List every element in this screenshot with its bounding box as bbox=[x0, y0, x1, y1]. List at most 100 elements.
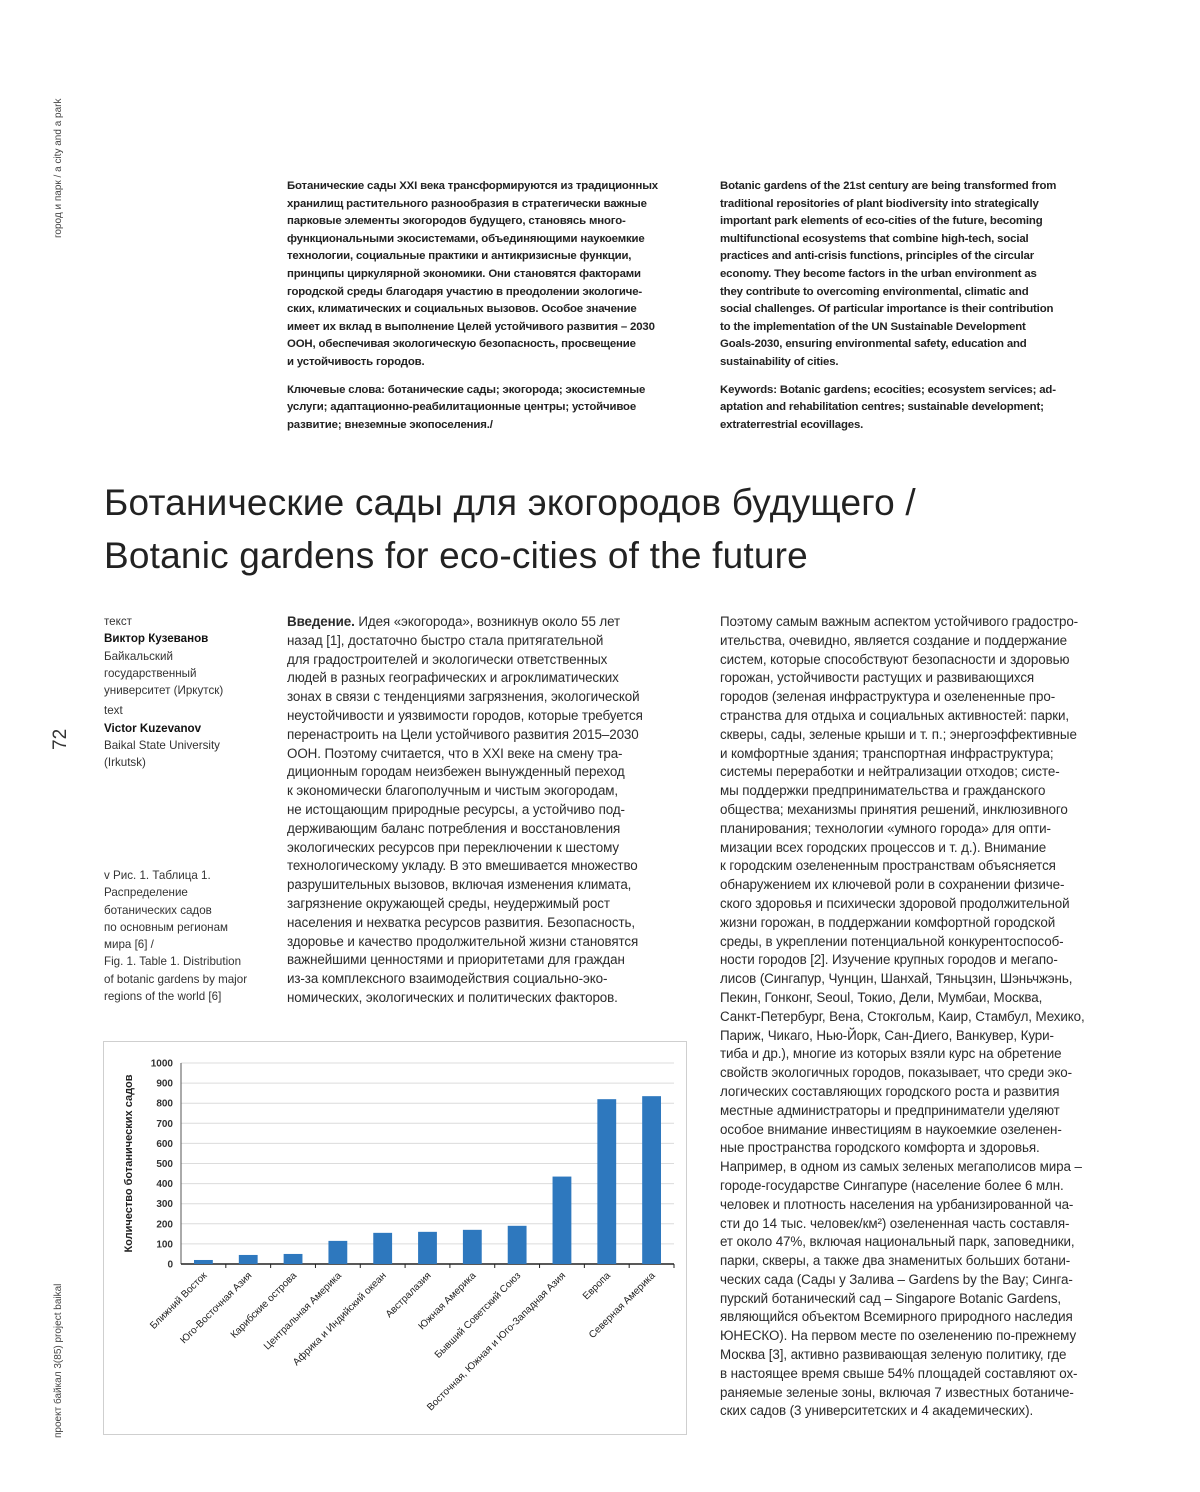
body-line: скверы, сады, зеленые крыши и т. п.; эне… bbox=[720, 726, 1085, 745]
bar-chart: 01002003004005006007008009001000Ближний … bbox=[104, 1042, 688, 1436]
x-tick-label: Европа bbox=[581, 1270, 613, 1302]
intro-first-line: Идея «экогорода», возникнув около 55 лет bbox=[355, 614, 620, 629]
bar bbox=[553, 1177, 572, 1264]
caption-line: ботанических садов bbox=[104, 902, 247, 919]
body-line: ских садов (3 университетских и 4 академ… bbox=[720, 1402, 1085, 1421]
keywords-ru: Ключевые слова: ботанические сады; экого… bbox=[287, 382, 658, 435]
y-tick-label: 800 bbox=[156, 1099, 173, 1110]
abstract-line: traditional repositories of plant biodiv… bbox=[720, 196, 1056, 214]
abstract-en: Botanic gardens of the 21st century are … bbox=[720, 178, 1056, 434]
abstract-line: multifunctional ecosystems that combine … bbox=[720, 231, 1056, 249]
abstract-line: функциональными экосистемами, объединяющ… bbox=[287, 231, 658, 249]
body-line: для градостроителей и экологически ответ… bbox=[287, 651, 643, 670]
y-tick-label: 500 bbox=[156, 1159, 173, 1170]
author-label-ru: текст bbox=[104, 613, 223, 630]
y-tick-label: 1000 bbox=[151, 1059, 174, 1070]
figure-caption: v Рис. 1. Таблица 1.Распределениеботанич… bbox=[104, 867, 247, 1005]
y-tick-label: 700 bbox=[156, 1119, 173, 1130]
body-line: разрушительных вызовов, включая изменени… bbox=[287, 876, 643, 895]
abstract-line: they contribute to overcoming environmen… bbox=[720, 284, 1056, 302]
body-line: зонах в связи с тенденциями загрязнения,… bbox=[287, 688, 643, 707]
keywords-line: Ключевые слова: ботанические сады; экого… bbox=[287, 382, 658, 400]
abstract-line: Botanic gardens of the 21st century are … bbox=[720, 178, 1056, 196]
body-line: тиба и др.), многие из которых взяли кур… bbox=[720, 1045, 1085, 1064]
page-number: 72 bbox=[50, 729, 72, 750]
article-title: Ботанические сады для экогородов будущег… bbox=[104, 476, 916, 582]
author-affiliation: Байкальский bbox=[104, 648, 223, 665]
abstract-line: городской среды благодаря участию в прео… bbox=[287, 284, 658, 302]
x-tick-label: Бывший Советский Союз bbox=[433, 1270, 524, 1361]
body-line: Москва [3], активно развивающая зеленую … bbox=[720, 1346, 1085, 1365]
body-line: ет около 47%, включая национальный парк,… bbox=[720, 1233, 1085, 1252]
body-line: номических, экологических и политических… bbox=[287, 989, 643, 1008]
abstract-line: и устойчивость городов. bbox=[287, 354, 658, 372]
title-en: Botanic gardens for eco-cities of the fu… bbox=[104, 529, 916, 582]
caption-line: v Рис. 1. Таблица 1. bbox=[104, 867, 247, 884]
body-line: жизни горожан, в поддержании комфортной … bbox=[720, 914, 1085, 933]
abstract-line: practices and anti-crisis functions, pri… bbox=[720, 248, 1056, 266]
abstract-line: хранилищ растительного разнообразия в ст… bbox=[287, 196, 658, 214]
body-line: Поэтому самым важным аспектом устойчивог… bbox=[720, 613, 1085, 632]
y-tick-label: 600 bbox=[156, 1139, 173, 1150]
body-line: ности городов [2]. Изучение крупных горо… bbox=[720, 951, 1085, 970]
abstract-line: принципы циркулярной экономики. Они стан… bbox=[287, 266, 658, 284]
abstract-line: Ботанические сады XXI века трансформирую… bbox=[287, 178, 658, 196]
body-line: пурский ботанический сад – Singapore Bot… bbox=[720, 1290, 1085, 1309]
body-line: ительства, очевидно, является создание и… bbox=[720, 632, 1085, 651]
bar bbox=[284, 1254, 303, 1264]
y-tick-label: 900 bbox=[156, 1079, 173, 1090]
author-block: текст Виктор Кузеванов Байкальскийгосуда… bbox=[104, 613, 223, 772]
body-line: ООН. Поэтому считается, что в XXI веке н… bbox=[287, 745, 643, 764]
body-line: экологических ресурсов при переключении … bbox=[287, 839, 643, 858]
body-line: городов (зеленая инфраструктура и озелен… bbox=[720, 688, 1085, 707]
body-line: являющийся объектом Всемирного природног… bbox=[720, 1308, 1085, 1327]
abstract-line: to the implementation of the UN Sustaina… bbox=[720, 319, 1056, 337]
body-line: Пекин, Гонконг, Seoul, Токио, Дели, Мумб… bbox=[720, 989, 1085, 1008]
body-line: горожан, устойчивости растущих и развива… bbox=[720, 669, 1085, 688]
abstract-ru: Ботанические сады XXI века трансформирую… bbox=[287, 178, 658, 434]
journal-footer: проект байкал 3(85) project baikal bbox=[53, 1284, 64, 1438]
body-line: ского здоровья и психически здоровой про… bbox=[720, 895, 1085, 914]
body-line: диционным городам неизбежен вынужденный … bbox=[287, 763, 643, 782]
abstract-line: Goals-2030, ensuring environmental safet… bbox=[720, 336, 1056, 354]
caption-line: regions of the world [6] bbox=[104, 988, 247, 1005]
y-tick-label: 0 bbox=[167, 1260, 173, 1271]
keywords-en: Keywords: Botanic gardens; ecocities; ec… bbox=[720, 382, 1056, 435]
bar bbox=[373, 1233, 392, 1264]
body-line: в настоящее время свыше 54% площадей сос… bbox=[720, 1365, 1085, 1384]
abstract-line: sustainability of cities. bbox=[720, 354, 1056, 372]
body-line: систем, которые способствуют безопасност… bbox=[720, 651, 1085, 670]
body-line: к городским озелененным пространствам об… bbox=[720, 857, 1085, 876]
body-line: местные администраторы и предприниматели… bbox=[720, 1102, 1085, 1121]
bar bbox=[508, 1226, 527, 1264]
body-line: логических составляющих городского роста… bbox=[720, 1083, 1085, 1102]
abstract-line: технологии, социальные практики и антикр… bbox=[287, 248, 658, 266]
section-label: город и парк / a city and a park bbox=[53, 99, 64, 239]
y-tick-label: 300 bbox=[156, 1199, 173, 1210]
abstract-line: парковые элементы экогородов будущего, с… bbox=[287, 213, 658, 231]
body-line: Париж, Чикаго, Нью-Йорк, Сан-Диего, Ванк… bbox=[720, 1027, 1085, 1046]
body-line: среды, в укреплении потенциальной конкур… bbox=[720, 933, 1085, 952]
body-line: человек и плотность населения на урбаниз… bbox=[720, 1196, 1085, 1215]
body-line: Санкт-Петербург, Вена, Стокгольм, Каир, … bbox=[720, 1008, 1085, 1027]
body-line: общества; механизмы принятия решений, ин… bbox=[720, 801, 1085, 820]
caption-line: мира [6] / bbox=[104, 936, 247, 953]
author-name-en: Victor Kuzevanov bbox=[104, 720, 223, 737]
body-column-2: Поэтому самым важным аспектом устойчивог… bbox=[720, 613, 1085, 1421]
body-line: неустойчивости и уязвимости городов, кот… bbox=[287, 707, 643, 726]
abstract-line: ских, климатических и социальных вызовов… bbox=[287, 301, 658, 319]
bar bbox=[642, 1096, 661, 1264]
y-tick-label: 400 bbox=[156, 1179, 173, 1190]
body-line: здоровье и качество продолжительной жизн… bbox=[287, 933, 643, 952]
body-line: загрязнение окружающей среды, неудержимы… bbox=[287, 895, 643, 914]
bar bbox=[194, 1260, 213, 1264]
body-line: обнаружением их ключевой роли в сохранен… bbox=[720, 876, 1085, 895]
body-line: планирования; технологии «умного города»… bbox=[720, 820, 1085, 839]
keywords-line: развитие; внеземные экопоселения./ bbox=[287, 417, 658, 435]
caption-line: Fig. 1. Table 1. Distribution bbox=[104, 953, 247, 970]
body-line: системы переработки и нейтрализации отхо… bbox=[720, 763, 1085, 782]
body-line: ные пространства городского комфорта и з… bbox=[720, 1139, 1085, 1158]
body-line: особое внимание инвестициям в наукоемкие… bbox=[720, 1121, 1085, 1140]
x-tick-label: Африка и Индийский океан bbox=[290, 1270, 388, 1368]
body-line: перенастроить на Цели устойчивого развит… bbox=[287, 726, 643, 745]
